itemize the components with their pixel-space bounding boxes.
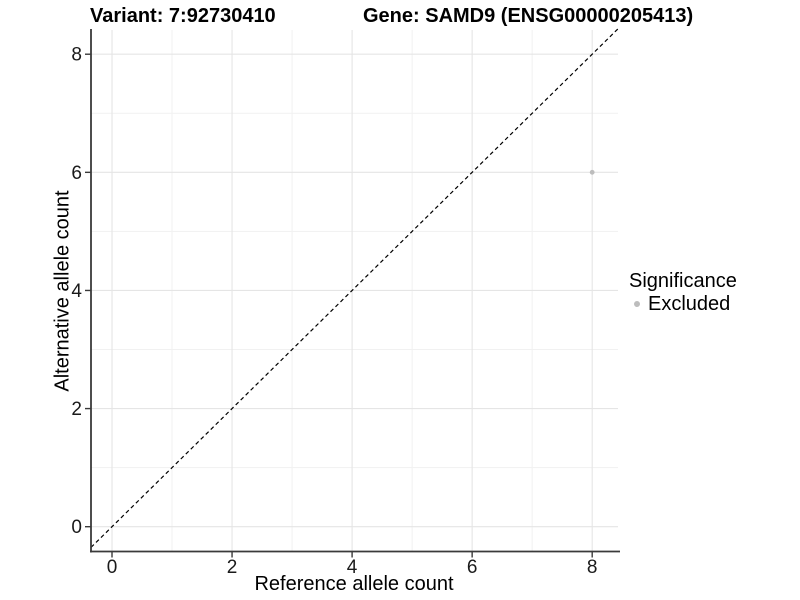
legend: Significance Excluded bbox=[629, 269, 737, 315]
x-tick-label: 6 bbox=[467, 557, 478, 578]
identity-line bbox=[90, 28, 619, 548]
x-tick-label: 0 bbox=[107, 557, 118, 578]
legend-entry-label: Excluded bbox=[648, 292, 731, 315]
plot-title-variant: Variant: 7:92730410 bbox=[90, 5, 276, 27]
plot-title-gene: Gene: SAMD9 (ENSG00000205413) bbox=[363, 5, 694, 27]
y-tick-label: 8 bbox=[71, 45, 82, 66]
legend-entry-excluded: Excluded bbox=[629, 293, 737, 315]
excluded-point-icon bbox=[634, 301, 640, 307]
y-axis-label: Alternative allele count bbox=[51, 190, 74, 392]
y-tick-label: 6 bbox=[71, 163, 82, 184]
x-tick-label: 8 bbox=[587, 557, 598, 578]
data-point bbox=[589, 169, 595, 175]
y-tick-label: 2 bbox=[71, 399, 82, 420]
x-tick-label: 4 bbox=[347, 557, 358, 578]
y-tick-label: 4 bbox=[71, 281, 82, 302]
y-tick-label: 0 bbox=[71, 517, 82, 538]
legend-title: Significance bbox=[629, 270, 737, 292]
x-tick-label: 2 bbox=[227, 557, 238, 578]
x-axis-label: Reference allele count bbox=[254, 573, 454, 595]
